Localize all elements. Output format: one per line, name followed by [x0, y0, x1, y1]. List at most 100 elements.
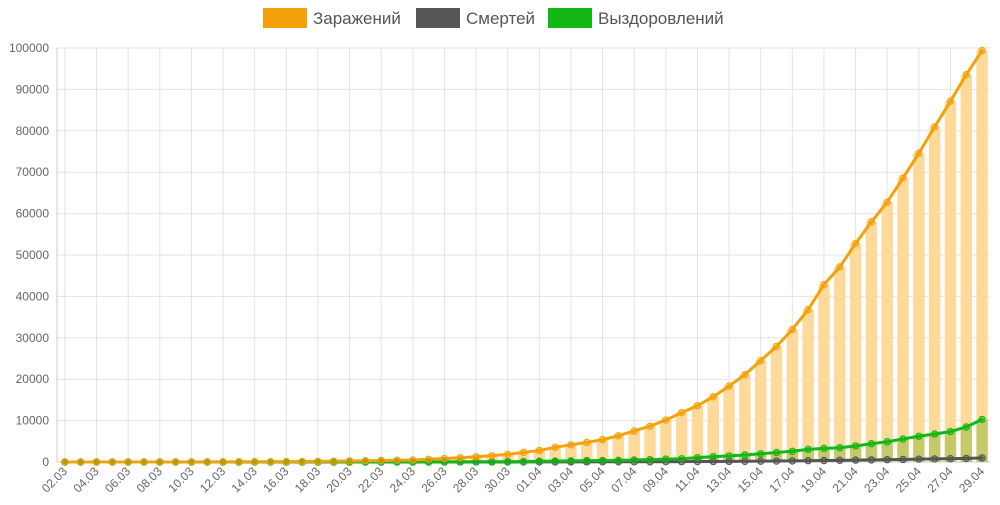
point-infected [457, 455, 463, 461]
point-infected [837, 264, 843, 270]
point-infected [172, 459, 178, 465]
y-tick-label: 20000 [16, 372, 50, 386]
point-recovered [758, 451, 764, 457]
x-tick-label: 16.03 [260, 464, 291, 495]
point-infected [821, 281, 827, 287]
point-infected [726, 383, 732, 389]
point-recovered [916, 433, 922, 439]
legend-item-recovered[interactable]: Выздоровлений [548, 8, 724, 28]
point-recovered [631, 457, 637, 463]
point-deaths [868, 457, 874, 463]
point-infected [536, 447, 542, 453]
point-deaths [821, 457, 827, 463]
point-recovered [884, 439, 890, 445]
y-tick-label: 0 [42, 455, 49, 469]
point-deaths [837, 457, 843, 463]
bar-infected [945, 101, 956, 462]
point-recovered [742, 452, 748, 458]
x-tick-label: 08.03 [134, 464, 165, 495]
point-recovered [536, 458, 542, 464]
x-tick-label: 14.03 [229, 464, 260, 495]
point-recovered [568, 458, 574, 464]
legend-swatch-recovered [548, 8, 592, 28]
x-tick-label: 24.03 [387, 464, 418, 495]
point-recovered [584, 457, 590, 463]
point-infected [520, 449, 526, 455]
bar-infected [755, 361, 766, 462]
point-infected [141, 459, 147, 465]
point-infected [742, 371, 748, 377]
x-tick-label: 05.04 [577, 464, 608, 495]
point-recovered [552, 458, 558, 464]
point-infected [710, 394, 716, 400]
point-recovered [615, 457, 621, 463]
point-infected [789, 326, 795, 332]
y-axis: 0100002000030000400005000060000700008000… [9, 41, 49, 469]
y-tick-label: 100000 [9, 41, 49, 55]
legend: Заражений Смертей Выздоровлений [263, 8, 724, 28]
point-infected [93, 459, 99, 465]
bar-infected [897, 178, 908, 462]
point-recovered [805, 446, 811, 452]
legend-item-infected[interactable]: Заражений [263, 8, 401, 28]
point-infected [947, 98, 953, 104]
x-tick-label: 18.03 [292, 464, 323, 495]
point-infected [884, 199, 890, 205]
point-deaths [979, 455, 985, 461]
x-tick-label: 29.04 [956, 464, 987, 495]
x-tick-label: 15.04 [735, 464, 766, 495]
x-tick-label: 12.03 [197, 464, 228, 495]
point-recovered [489, 459, 495, 465]
point-infected [78, 459, 84, 465]
legend-item-deaths[interactable]: Смертей [416, 8, 535, 28]
legend-label-recovered: Выздоровлений [598, 9, 724, 28]
bar-infected [818, 285, 829, 462]
point-deaths [758, 458, 764, 464]
point-infected [425, 456, 431, 462]
y-tick-label: 80000 [16, 124, 50, 138]
point-infected [410, 457, 416, 463]
bar-infected [882, 202, 893, 462]
point-infected [473, 454, 479, 460]
point-infected [125, 459, 131, 465]
point-infected [283, 458, 289, 464]
y-tick-label: 30000 [16, 331, 50, 345]
point-infected [157, 459, 163, 465]
point-recovered [647, 456, 653, 462]
point-infected [62, 459, 68, 465]
point-deaths [773, 458, 779, 464]
x-tick-label: 11.04 [672, 464, 703, 495]
point-infected [852, 240, 858, 246]
point-deaths [852, 457, 858, 463]
point-infected [378, 457, 384, 463]
point-deaths [916, 456, 922, 462]
bar-infected [787, 329, 798, 462]
point-infected [647, 423, 653, 429]
bar-infected [834, 267, 845, 462]
point-infected [805, 306, 811, 312]
x-tick-label: 30.03 [482, 464, 513, 495]
point-recovered [504, 459, 510, 465]
x-tick-label: 27.04 [924, 464, 955, 495]
legend-label-infected: Заражений [313, 9, 401, 28]
point-infected [979, 47, 985, 53]
point-infected [251, 459, 257, 465]
point-infected [615, 433, 621, 439]
point-infected [220, 459, 226, 465]
x-tick-label: 06.03 [102, 464, 133, 495]
point-recovered [599, 457, 605, 463]
x-tick-label: 19.04 [798, 464, 829, 495]
x-tick-label: 22.03 [355, 464, 386, 495]
point-recovered [931, 431, 937, 437]
bar-infected [976, 50, 987, 462]
x-tick-label: 10.03 [165, 464, 196, 495]
point-infected [315, 458, 321, 464]
point-infected [394, 457, 400, 463]
bar-infected [929, 127, 940, 462]
bar-infected [692, 406, 703, 462]
point-infected [299, 458, 305, 464]
legend-label-deaths: Смертей [466, 9, 535, 28]
x-tick-label: 07.04 [608, 464, 639, 495]
